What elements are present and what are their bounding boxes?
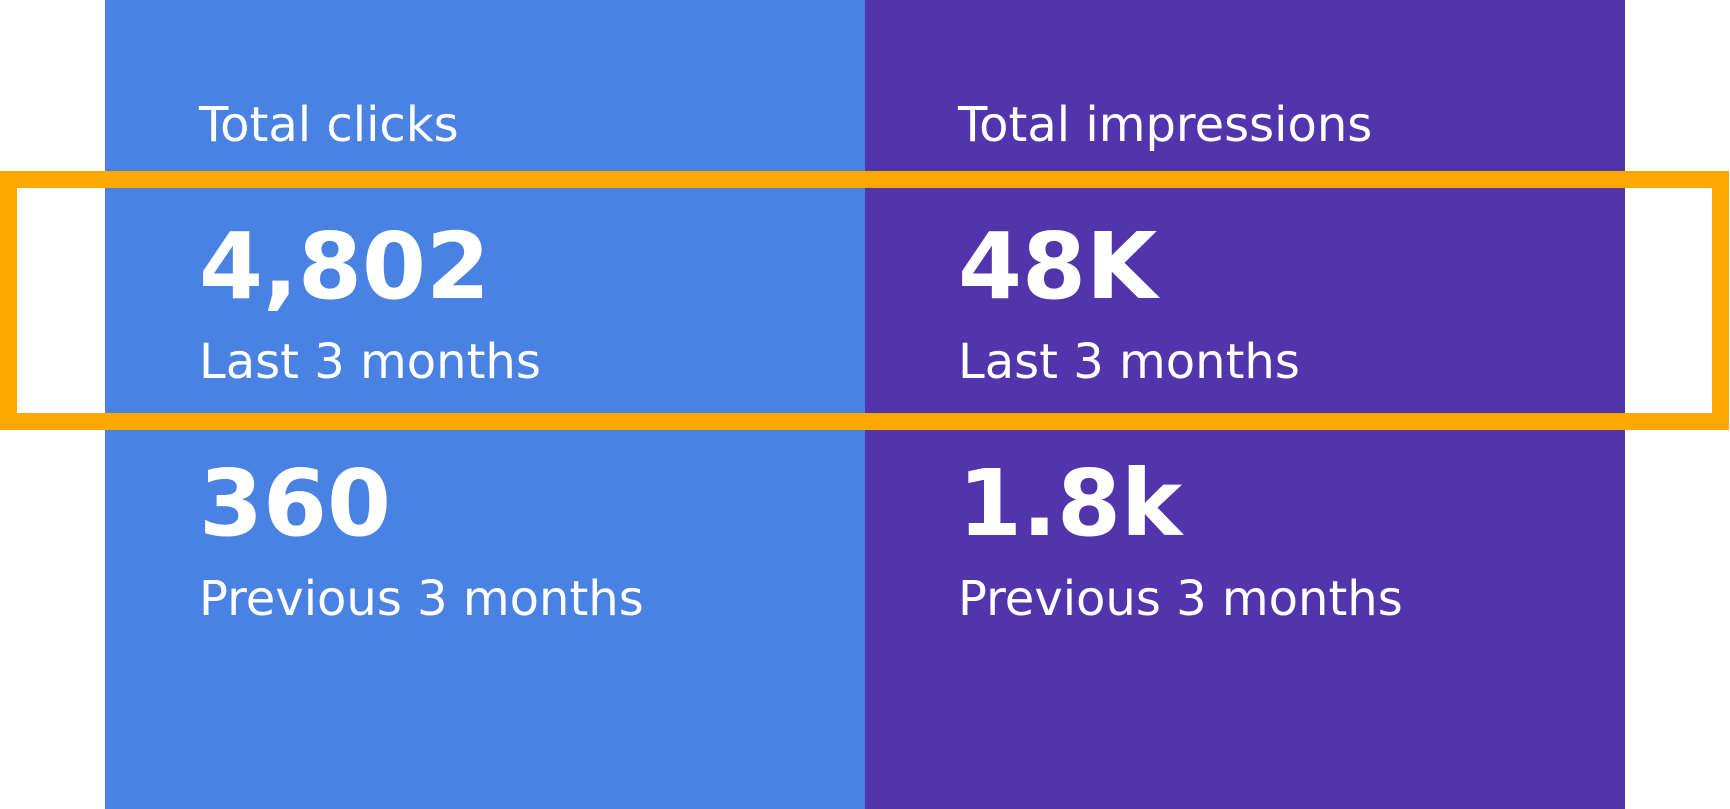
metric-value: 1.8k: [958, 450, 1184, 557]
card-title: Total clicks: [198, 97, 459, 153]
metric-label: Previous 3 months: [199, 571, 644, 627]
metric-value: 48K: [958, 213, 1161, 320]
metric-label: Last 3 months: [199, 334, 541, 390]
clicks-card: [105, 0, 865, 809]
metric-label: Previous 3 months: [958, 571, 1403, 627]
highlight-box: [0, 171, 1729, 430]
metric-value: 4,802: [199, 213, 490, 320]
metric-value: 360: [199, 450, 391, 557]
card-title: Total impressions: [957, 97, 1372, 153]
metric-label: Last 3 months: [958, 334, 1300, 390]
impressions-card: [865, 0, 1625, 809]
